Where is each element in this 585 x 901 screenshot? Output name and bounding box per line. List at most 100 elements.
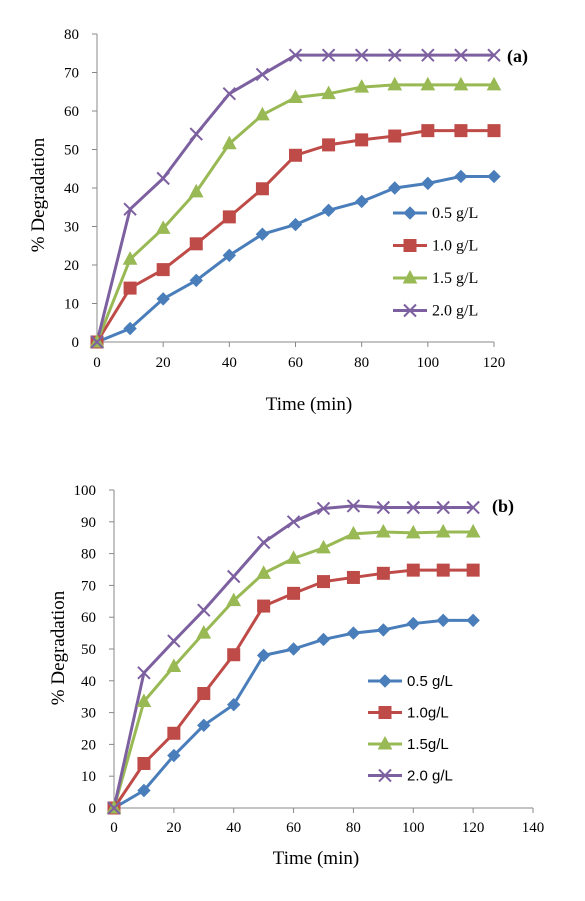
data-point-a-4-stroke-2 [156, 171, 170, 186]
data-point-a-2 [156, 263, 170, 277]
data-point-b-2 [287, 586, 301, 600]
data-point-b-3 [136, 693, 152, 707]
x-tick-label-b: 100 [402, 820, 425, 836]
legend-marker-b-1 [378, 674, 392, 688]
data-point-a-3 [453, 76, 469, 91]
data-point-b-4-stroke-2 [376, 500, 391, 515]
data-point-b-4 [256, 535, 271, 550]
data-point-a-3 [387, 76, 403, 91]
data-point-a-3 [188, 183, 204, 198]
data-point-b-4 [316, 501, 331, 516]
data-point-a-3 [354, 79, 370, 93]
panel-label-a: (a) [507, 46, 528, 67]
data-point-a-4 [487, 48, 501, 62]
data-point-a-3 [288, 89, 303, 104]
x-tick-label-a: 60 [288, 355, 303, 371]
data-point-a-4 [288, 48, 303, 62]
data-point-b-3 [166, 658, 182, 672]
data-point-a-2 [487, 124, 501, 138]
data-point-a-2 [222, 210, 236, 224]
y-tick-label-b: 30 [81, 706, 96, 722]
data-point-b-3 [405, 524, 421, 539]
data-point-b-2 [376, 566, 390, 580]
data-point-b-4-stroke-2 [346, 499, 361, 513]
x-tick-label-a: 80 [354, 355, 369, 371]
data-point-a-1 [123, 321, 137, 336]
data-point-a-1 [156, 292, 170, 306]
data-point-b-2 [137, 756, 151, 770]
data-point-b-1 [346, 626, 361, 640]
data-point-a-4-stroke-2 [388, 48, 402, 62]
data-point-a-4 [255, 67, 270, 82]
y-tick-label-a: 70 [64, 66, 79, 82]
data-point-a-4 [454, 48, 468, 62]
data-point-b-2 [167, 726, 181, 740]
legend-label-b-3: 1.5g/L [407, 736, 449, 753]
legend-label-b-4: 2.0 g/L [407, 768, 453, 785]
data-point-a-1 [421, 176, 435, 191]
data-point-b-4 [137, 666, 151, 680]
y-tick-label-b: 50 [81, 642, 96, 658]
data-point-b-2 [346, 570, 360, 584]
data-point-a-4-stroke-2 [354, 48, 369, 62]
data-point-a-4-stroke-2 [255, 67, 270, 82]
data-point-b-3 [256, 565, 271, 579]
data-point-a-4-stroke-2 [90, 335, 104, 349]
data-point-b-2 [227, 648, 241, 662]
data-point-a-4 [222, 86, 237, 101]
data-point-a-1 [487, 169, 501, 184]
x-tick-label-a: 120 [483, 355, 506, 371]
data-point-b-2 [257, 599, 271, 613]
data-point-b-4-stroke-2 [107, 801, 121, 815]
data-point-b-4 [167, 634, 181, 648]
data-point-a-3 [122, 251, 138, 265]
data-point-b-4-stroke-2 [466, 500, 480, 515]
data-point-a-3 [255, 106, 270, 121]
data-point-b-3 [286, 550, 301, 564]
data-point-b-1 [436, 613, 450, 628]
data-point-a-4-stroke-2 [321, 48, 336, 62]
panel-label-b: (b) [492, 496, 514, 517]
panel-b: 0 10 20 30 40 50 60 70 80 90 100 0 20 40 60 80 100 120 140… [48, 483, 544, 869]
data-point-b-3 [376, 523, 391, 538]
x-tick-label-b: 0 [110, 820, 118, 836]
data-point-b-4-stroke-2 [227, 569, 241, 584]
data-point-b-1 [376, 623, 391, 637]
data-point-b-1 [197, 718, 211, 733]
legend-marker-a-4-stroke-2 [403, 303, 417, 318]
y-tick-label-b: 90 [81, 515, 96, 531]
data-point-b-4 [286, 515, 301, 529]
y-tick-label-b: 40 [81, 674, 96, 690]
data-point-b-1 [227, 697, 241, 712]
data-point-b-4 [107, 801, 121, 815]
data-point-b-4-stroke-2 [167, 634, 181, 648]
data-point-a-4 [90, 335, 104, 349]
legend-marker-a-4 [403, 303, 417, 318]
data-point-a-2 [355, 133, 369, 147]
data-point-a-3 [420, 76, 436, 91]
data-point-a-1 [222, 248, 237, 263]
data-point-b-4 [436, 500, 450, 515]
legend-label-a-4: 2.0 g/L [432, 303, 478, 320]
data-point-b-4-stroke-2 [286, 515, 301, 529]
legend-marker-a-1 [403, 206, 417, 220]
data-point-b-3 [346, 525, 361, 540]
x-tick-label-b: 40 [226, 820, 241, 836]
data-point-a-4-stroke-2 [189, 127, 203, 141]
data-point-a-1 [354, 194, 369, 209]
y-tick-label-a: 60 [64, 104, 79, 120]
data-point-b-1 [466, 613, 480, 628]
data-point-b-2 [436, 563, 450, 577]
data-point-b-4-stroke-2 [256, 535, 271, 550]
x-tick-label-b: 20 [166, 820, 181, 836]
data-point-b-1 [406, 616, 420, 631]
legend-marker-a-2 [403, 239, 417, 252]
data-point-b-4-stroke-2 [406, 500, 420, 515]
data-point-b-2 [466, 563, 480, 577]
data-point-a-4 [354, 48, 369, 62]
legend-marker-b-3 [377, 735, 393, 750]
y-tick-label-b: 70 [81, 578, 96, 594]
legend-label-b-2: 1.0g/L [407, 705, 449, 722]
legend-label-a-3: 1.5 g/L [432, 270, 478, 287]
